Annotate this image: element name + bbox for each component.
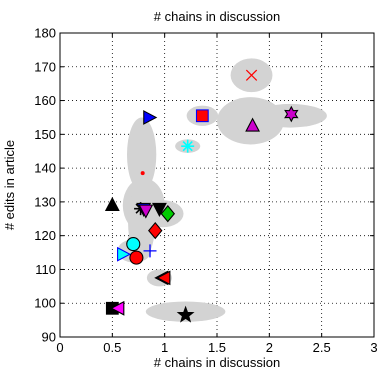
data-point-x <box>245 69 258 81</box>
x-tick-label: 3 <box>370 340 377 355</box>
data-point-triangle-down <box>152 202 167 217</box>
data-point-plus <box>143 244 157 258</box>
data-point-circle <box>129 250 144 265</box>
y-tick-label: 180 <box>34 26 56 41</box>
x-tick-label: 1.5 <box>208 340 226 355</box>
data-point-dot <box>140 171 145 176</box>
data-point-diamond <box>148 221 163 240</box>
data-point-triangle-right <box>117 246 132 262</box>
data-point-hexagram <box>284 105 299 123</box>
data-point-square <box>195 109 209 123</box>
y-axis-label: # edits in article <box>2 140 17 230</box>
data-point-triangle-left <box>156 270 171 286</box>
data-point-star <box>176 305 195 323</box>
x-tick-label: 0.5 <box>103 340 121 355</box>
x-tick-label: 2.5 <box>313 340 331 355</box>
y-tick-label: 150 <box>34 127 56 142</box>
data-point-asterisk <box>181 139 195 153</box>
y-tick-label: 90 <box>42 330 56 345</box>
x-tick-label: 1 <box>161 340 168 355</box>
marker-layer <box>104 69 299 323</box>
y-tick-label: 160 <box>34 93 56 108</box>
y-tick-label: 170 <box>34 59 56 74</box>
y-tick-label: 140 <box>34 161 56 176</box>
chart-title: # chains in discussion <box>154 9 280 24</box>
y-tick-label: 110 <box>35 262 56 277</box>
y-tick-label: 120 <box>34 228 56 243</box>
data-point-diamond <box>160 205 176 223</box>
grid <box>60 33 374 337</box>
data-point-circle <box>126 237 141 252</box>
x-axis-label: # chains in discussion <box>154 355 280 370</box>
data-point-triangle-up <box>245 117 260 132</box>
data-point-triangle-right <box>143 110 158 125</box>
tick-layer: 0 0.5 1 1.5 2 2.5 3 90 100 110 120 130 140 150 160 170 1… <box>34 26 377 356</box>
data-point-triangle-left <box>110 300 125 316</box>
data-point-triangle-up <box>104 196 120 212</box>
x-tick-label: 2 <box>266 340 273 355</box>
y-tick-label: 100 <box>34 296 56 311</box>
x-tick-label: 0 <box>56 340 63 355</box>
data-point-triangle-down <box>138 204 154 219</box>
y-tick-label: 130 <box>34 194 56 209</box>
confidence-ellipse <box>126 117 157 192</box>
